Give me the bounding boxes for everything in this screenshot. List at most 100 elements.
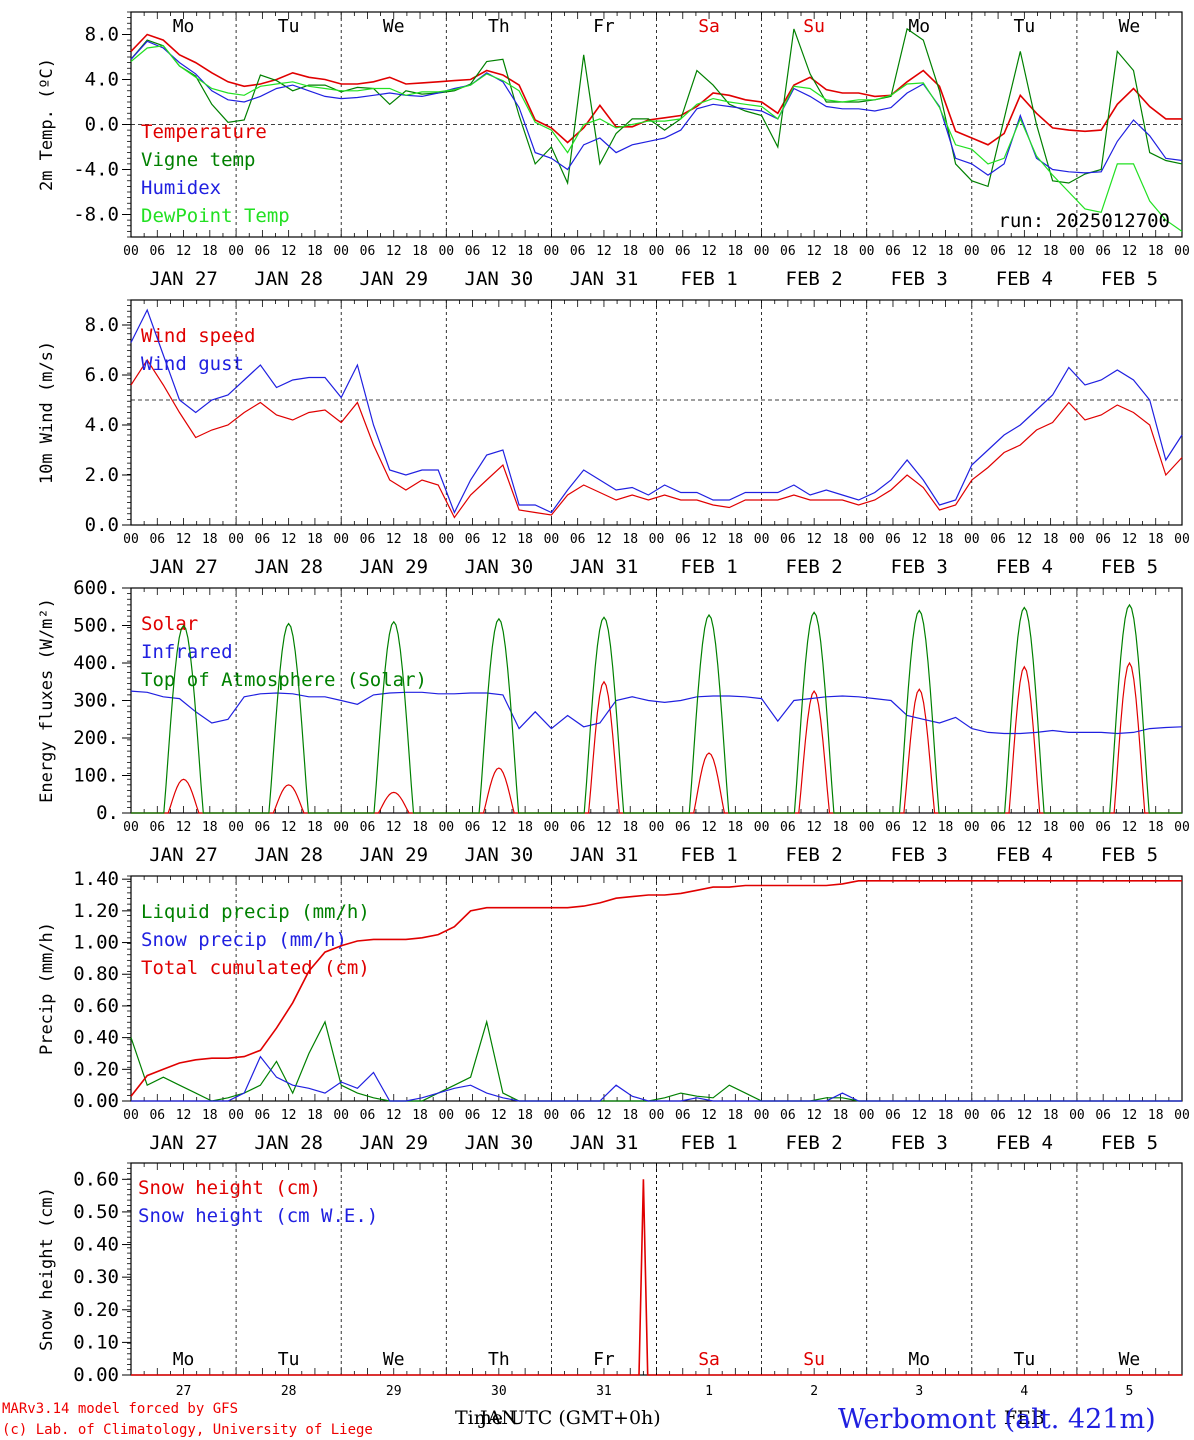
hour-tick-label: 00 xyxy=(544,532,560,547)
hour-tick-label: 12 xyxy=(701,1108,717,1123)
hour-tick-label: 06 xyxy=(570,1108,586,1123)
date-label: JAN 27 xyxy=(149,556,218,578)
lab-credit-line: (c) Lab. of Climatology, University of L… xyxy=(2,1422,373,1438)
y-axis-label: Energy fluxes (W/m²) xyxy=(37,598,57,803)
hour-tick-label: 00 xyxy=(859,820,875,835)
hour-tick-label: 00 xyxy=(123,244,139,259)
y-tick-label: 6.0 xyxy=(85,364,119,386)
hour-tick-label: 06 xyxy=(465,1108,481,1123)
hour-tick-label: 18 xyxy=(517,532,533,547)
hour-tick-label: 12 xyxy=(281,820,297,835)
hour-tick-label: 06 xyxy=(255,532,271,547)
hour-tick-label: 12 xyxy=(386,532,402,547)
hour-tick-label: 12 xyxy=(596,820,612,835)
legend-entry: Top of Atmosphere (Solar) xyxy=(141,669,427,691)
date-label: JAN 29 xyxy=(359,556,428,578)
hour-tick-label: 00 xyxy=(544,1108,560,1123)
hour-tick-label: 12 xyxy=(911,244,927,259)
day-number-label: 3 xyxy=(915,1384,923,1399)
panel-4: 1.40 1.20 1.00 0.80 0.60 0.40 0.20 0.00 Precip (… xyxy=(37,868,1190,1154)
hour-tick-label: 12 xyxy=(1122,820,1138,835)
y-tick-label: 0.20 xyxy=(73,1058,119,1080)
model-credit-line: MARv3.14 model forced by GFS xyxy=(2,1401,238,1417)
day-number-label: 4 xyxy=(1020,1384,1028,1399)
hour-tick-label: 06 xyxy=(780,532,796,547)
hour-tick-label: 18 xyxy=(202,532,218,547)
hour-tick-label: 00 xyxy=(228,820,244,835)
month-label: JAN xyxy=(478,1407,518,1429)
hour-tick-label: 06 xyxy=(990,820,1006,835)
month-label: FEB xyxy=(1004,1407,1045,1429)
y-tick-label: 0.50 xyxy=(73,1201,119,1223)
hour-tick-label: 18 xyxy=(833,820,849,835)
hour-tick-label: 18 xyxy=(833,1108,849,1123)
series-line xyxy=(130,40,1183,176)
day-name-label: Tu xyxy=(1014,16,1036,37)
hour-tick-label: 12 xyxy=(806,532,822,547)
date-label: JAN 27 xyxy=(149,1132,218,1154)
hour-tick-label: 06 xyxy=(360,1108,376,1123)
hour-tick-label: 06 xyxy=(149,532,165,547)
y-tick-label: 2.0 xyxy=(85,464,119,486)
hour-tick-label: 12 xyxy=(491,820,507,835)
hour-tick-label: 06 xyxy=(255,820,271,835)
hour-tick-label: 06 xyxy=(1095,1108,1111,1123)
legend-entry: DewPoint Temp xyxy=(141,205,290,227)
legend-entry: Vigne temp xyxy=(141,149,255,171)
day-number-label: 29 xyxy=(386,1384,402,1399)
hour-tick-label: 06 xyxy=(990,244,1006,259)
hour-tick-label: 12 xyxy=(386,244,402,259)
series-line xyxy=(130,45,1183,232)
series-line xyxy=(130,358,1183,519)
hour-tick-label: 18 xyxy=(622,532,638,547)
day-name-label: Sa xyxy=(698,1349,720,1370)
hour-tick-label: 06 xyxy=(255,1108,271,1123)
hour-tick-label: 18 xyxy=(307,1108,323,1123)
date-label: FEB 4 xyxy=(996,268,1053,290)
day-name-label: Th xyxy=(488,16,510,37)
day-name-label: Fr xyxy=(593,1349,615,1370)
hour-tick-label: 18 xyxy=(307,532,323,547)
series-line xyxy=(130,308,1183,514)
hour-tick-label: 00 xyxy=(333,1108,349,1123)
y-tick-label: 0.0 xyxy=(85,114,119,136)
hour-tick-label: 12 xyxy=(176,820,192,835)
y-tick-label: 0.30 xyxy=(73,1266,119,1288)
y-tick-label: 1.40 xyxy=(73,868,119,890)
hour-tick-label: 00 xyxy=(1174,820,1190,835)
hour-tick-label: 06 xyxy=(149,1108,165,1123)
hour-tick-label: 18 xyxy=(1148,1108,1164,1123)
y-tick-label: 0.60 xyxy=(73,995,119,1017)
date-label: JAN 31 xyxy=(570,556,639,578)
hour-tick-label: 00 xyxy=(754,820,770,835)
hour-tick-label: 12 xyxy=(491,244,507,259)
hour-tick-label: 18 xyxy=(202,820,218,835)
series-line xyxy=(130,690,1183,735)
legend-entry: Liquid precip (mm/h) xyxy=(141,901,370,923)
hour-tick-label: 18 xyxy=(833,244,849,259)
date-label: JAN 30 xyxy=(465,844,534,866)
day-number-label: 31 xyxy=(596,1384,612,1399)
hour-tick-label: 12 xyxy=(1122,532,1138,547)
hour-tick-label: 12 xyxy=(806,1108,822,1123)
hour-tick-label: 06 xyxy=(360,820,376,835)
y-axis-label: 2m Temp. (ºC) xyxy=(37,58,57,191)
legend-entry: Wind gust xyxy=(141,353,244,375)
hour-tick-label: 06 xyxy=(990,532,1006,547)
hour-tick-label: 06 xyxy=(465,244,481,259)
day-name-label: Mo xyxy=(173,16,195,37)
day-number-label: 2 xyxy=(810,1384,818,1399)
date-label: FEB 4 xyxy=(996,1132,1053,1154)
y-tick-label: 0.0 xyxy=(85,514,119,536)
date-label: FEB 4 xyxy=(996,556,1053,578)
hour-tick-label: 00 xyxy=(438,532,454,547)
hour-tick-label: 00 xyxy=(228,1108,244,1123)
y-tick-label: -8.0 xyxy=(73,204,119,226)
hour-tick-label: 06 xyxy=(149,820,165,835)
date-label: JAN 30 xyxy=(465,1132,534,1154)
hour-tick-label: 00 xyxy=(1174,1108,1190,1123)
date-label: JAN 31 xyxy=(570,844,639,866)
day-name-label: Tu xyxy=(278,16,300,37)
hour-tick-label: 00 xyxy=(123,820,139,835)
hour-tick-label: 00 xyxy=(754,532,770,547)
